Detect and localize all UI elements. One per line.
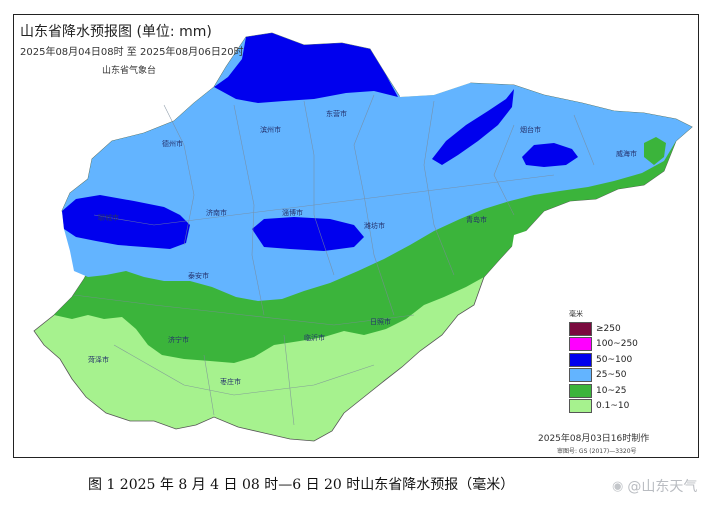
legend-label: 10~25 <box>596 385 627 396</box>
legend-label: ≥250 <box>596 323 621 334</box>
legend-item: 10~25 <box>569 383 661 399</box>
legend-item: 100~250 <box>569 337 661 353</box>
city-label: 烟台市 <box>520 126 541 134</box>
precipitation-map <box>33 32 698 457</box>
legend-label: 100~250 <box>596 339 638 350</box>
zone-50-100-east <box>522 143 578 167</box>
legend-swatch <box>569 383 592 398</box>
city-label: 滨州市 <box>260 126 281 134</box>
city-label: 济宁市 <box>168 336 189 344</box>
city-label: 青岛市 <box>466 216 487 224</box>
city-label: 枣庄市 <box>220 378 241 386</box>
weibo-icon: ◉ <box>612 478 624 494</box>
bohai-sea <box>394 35 504 97</box>
city-label: 淄博市 <box>282 209 303 217</box>
legend-label: 0.1~10 <box>596 401 630 412</box>
zone-25-50 <box>62 33 692 301</box>
legend-item: ≥250 <box>569 321 661 337</box>
zone-50-100-central <box>252 217 364 251</box>
sea-area <box>344 195 698 457</box>
city-label: 泰安市 <box>188 272 209 280</box>
city-label: 日照市 <box>370 318 391 326</box>
city-label: 东营市 <box>326 110 347 118</box>
legend-item: 50~100 <box>569 352 661 368</box>
zone-50-100-northeast <box>432 89 514 165</box>
review-number: 审图号: GS (2017)—3320号 <box>557 448 637 455</box>
map-legend: 毫米 ≥250 100~250 50~100 25~50 10~25 0.1~1… <box>569 309 661 414</box>
legend-label: 25~50 <box>596 370 627 381</box>
map-title: 山东省降水预报图 (单位: mm) <box>20 24 212 40</box>
figure-caption: 图 1 2025 年 8 月 4 日 08 时—6 日 20 时山东省降水预报（… <box>88 477 515 493</box>
made-note: 2025年08月03日16时制作 <box>538 434 650 444</box>
issuing-organization: 山东省气象台 <box>102 66 157 76</box>
legend-swatch <box>569 337 592 352</box>
legend-label: 50~100 <box>596 354 633 365</box>
zone-50-100-west <box>62 195 190 249</box>
zone-10-25-coast <box>644 137 666 165</box>
city-label: 潍坊市 <box>364 222 385 230</box>
legend-item: 0.1~10 <box>569 399 661 415</box>
city-label: 菏泽市 <box>88 356 109 364</box>
legend-swatch <box>569 321 592 336</box>
city-label: 聊城市 <box>98 214 119 222</box>
map-frame: 山东省降水预报图 (单位: mm) 2025年08月04日08时 至 2025年… <box>13 14 699 458</box>
legend-unit: 毫米 <box>569 310 583 318</box>
legend-swatch <box>569 352 592 367</box>
legend-swatch <box>569 399 592 414</box>
city-label: 济南市 <box>206 209 227 217</box>
legend-item: 25~50 <box>569 368 661 384</box>
zone-50-100-north <box>214 33 398 103</box>
watermark-text: @山东天气 <box>627 479 698 495</box>
city-label: 威海市 <box>616 150 637 158</box>
city-label: 德州市 <box>162 140 183 148</box>
forecast-period: 2025年08月04日08时 至 2025年08月06日20时 <box>20 47 244 58</box>
legend-swatch <box>569 368 592 383</box>
watermark: ◉ @山东天气 <box>612 476 697 496</box>
city-label: 临沂市 <box>304 334 325 342</box>
